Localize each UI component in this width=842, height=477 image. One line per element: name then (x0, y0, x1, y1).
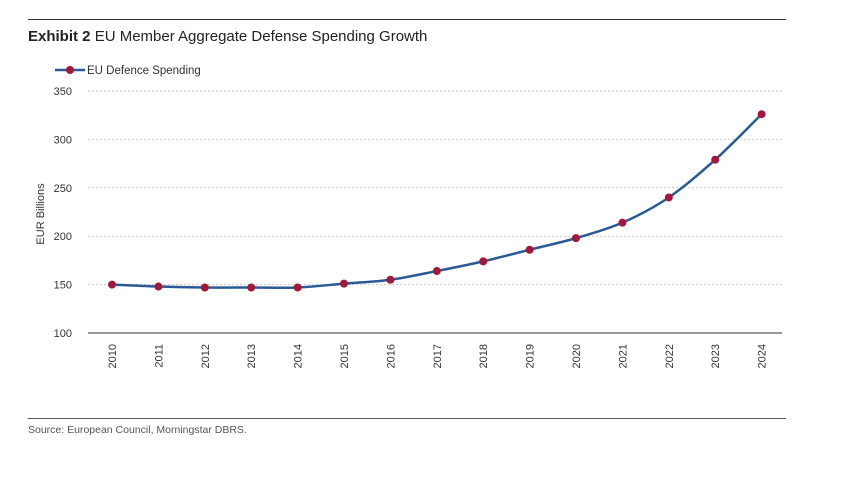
data-point (757, 110, 766, 119)
source-note: Source: European Council, Morningstar DB… (28, 424, 247, 436)
series-line (110, 112, 763, 290)
x-tick-label: 2014 (293, 344, 305, 368)
x-tick-label: 2016 (385, 344, 397, 368)
y-tick-label: 350 (54, 86, 72, 98)
x-tick-label: 2015 (339, 344, 351, 368)
series-group (108, 110, 766, 292)
x-tick-label: 2021 (617, 344, 629, 368)
chart-title: Exhibit 2 EU Member Aggregate Defense Sp… (28, 28, 427, 46)
data-point (154, 282, 163, 291)
x-tick-label: 2020 (571, 344, 583, 368)
x-tick-label: 2019 (525, 344, 537, 368)
y-tick-label: 150 (54, 280, 72, 292)
x-tick-label: 2011 (153, 344, 165, 368)
data-point (572, 234, 580, 243)
data-point (525, 245, 534, 254)
data-point (200, 283, 209, 292)
legend-marker-swatch (66, 66, 74, 74)
x-tick-label: 2012 (200, 344, 212, 368)
x-tick-label: 2013 (246, 344, 258, 368)
data-point (618, 218, 627, 227)
top-rule (28, 19, 786, 20)
x-tick-labels: 2010 2011 2012 2013 2014 2015 2016 2017 2018 2019… (107, 344, 769, 368)
title-text: EU Member Aggregate Defense Spending Gro… (94, 28, 428, 45)
x-tick-label: 2022 (664, 344, 676, 368)
y-tick-label: 300 (54, 134, 72, 146)
data-point (711, 155, 720, 164)
data-point (340, 279, 348, 288)
data-point (108, 280, 116, 289)
data-point (293, 283, 302, 292)
y-axis-label: EUR Billions (35, 183, 47, 245)
exhibit-label: Exhibit 2 (28, 28, 91, 45)
data-point (664, 193, 673, 202)
y-tick-label: 100 (54, 328, 72, 340)
legend-label: EU Defence Spending (87, 65, 201, 77)
legend: EU Defence Spending (55, 65, 201, 77)
data-point (432, 267, 441, 276)
data-point (479, 257, 488, 266)
data-point (247, 283, 256, 292)
y-tick-labels: 100 150 200 250 300 350 (54, 86, 72, 340)
x-tick-label: 2024 (757, 344, 769, 368)
x-tick-label: 2017 (432, 344, 444, 368)
y-tick-label: 250 (54, 183, 72, 195)
x-tick-label: 2018 (478, 344, 490, 368)
bottom-rule (28, 418, 786, 419)
y-tick-label: 200 (54, 231, 72, 243)
x-tick-label: 2010 (107, 344, 119, 368)
gridlines (88, 90, 782, 286)
data-point (386, 275, 395, 284)
x-tick-label: 2023 (710, 344, 722, 368)
